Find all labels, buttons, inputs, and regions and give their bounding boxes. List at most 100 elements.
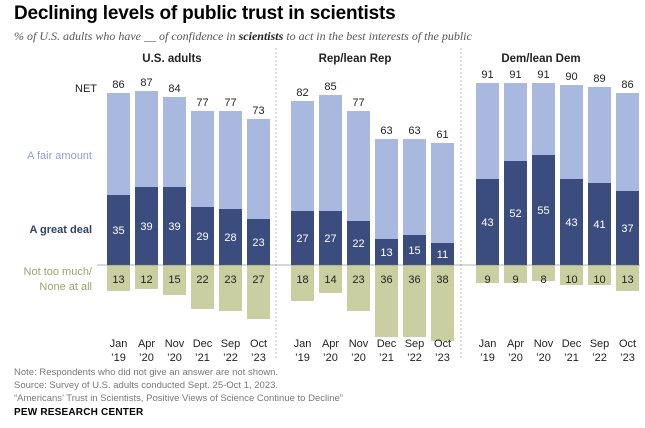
bar-great-deal — [347, 221, 370, 265]
bar-not-too-much — [219, 265, 242, 311]
bar-fair-amount — [588, 87, 611, 183]
bar-great-deal — [616, 191, 639, 265]
x-tick-label-year: ’20 — [139, 352, 154, 364]
value-label-great-deal: 39 — [140, 221, 152, 233]
value-label-not-too-much: 10 — [565, 274, 577, 286]
bar-great-deal — [247, 219, 270, 265]
bar-not-too-much — [191, 265, 214, 309]
pew-logo-text: PEW RESEARCH CENTER — [14, 407, 144, 418]
value-label-great-deal: 35 — [112, 225, 124, 237]
x-tick-label-year: ’19 — [111, 352, 126, 364]
value-label-not-too-much: 13 — [621, 274, 633, 286]
x-tick-label-year: ’22 — [407, 352, 422, 364]
footnote-report: “Americans’ Trust in Scientists, Positiv… — [14, 393, 343, 404]
bar-not-too-much — [319, 265, 342, 293]
bar-not-too-much — [107, 265, 130, 291]
panel-title: Rep/lean Rep — [319, 53, 392, 65]
panel-title: Dem/lean Dem — [501, 53, 580, 65]
bar-not-too-much — [347, 265, 370, 311]
value-label-great-deal: 55 — [537, 205, 549, 217]
x-tick-label-year: ’20 — [323, 352, 338, 364]
row-label-none-at-all: None at all — [39, 281, 92, 293]
bar-fair-amount — [532, 83, 555, 155]
bar-great-deal — [291, 211, 314, 265]
bar-not-too-much — [247, 265, 270, 319]
x-tick-label-year: ’21 — [379, 352, 394, 364]
value-label-great-deal: 28 — [224, 232, 236, 244]
bar-fair-amount — [247, 119, 270, 219]
x-tick-label-month: Apr — [507, 338, 524, 350]
bar-not-too-much — [403, 265, 426, 337]
x-tick-label-month: Dec — [562, 338, 582, 350]
bar-fair-amount — [616, 93, 639, 191]
x-tick-label-month: Apr — [322, 338, 339, 350]
x-tick-label-month: Jan — [110, 338, 128, 350]
x-tick-label-year: ’21 — [195, 352, 210, 364]
bar-fair-amount — [504, 83, 527, 161]
value-label-not-too-much: 9 — [484, 274, 490, 286]
x-tick-label-month: Sep — [221, 338, 241, 350]
x-tick-label-month: Sep — [405, 338, 425, 350]
value-label-net: 86 — [112, 79, 124, 91]
x-tick-label-year: ’19 — [480, 352, 495, 364]
value-label-not-too-much: 10 — [593, 274, 605, 286]
value-label-great-deal: 41 — [593, 219, 605, 231]
x-tick-label-month: Dec — [377, 338, 397, 350]
bar-great-deal — [403, 235, 426, 265]
row-label-net: NET — [75, 83, 97, 95]
x-tick-label-month: Oct — [434, 338, 451, 350]
value-label-not-too-much: 9 — [512, 274, 518, 286]
bar-not-too-much — [588, 265, 611, 285]
row-label-great-deal: A great deal — [29, 224, 92, 236]
value-label-great-deal: 37 — [621, 223, 633, 235]
x-tick-label-year: ’20 — [536, 352, 551, 364]
value-label-great-deal: 13 — [380, 247, 392, 259]
bar-fair-amount — [375, 139, 398, 239]
bar-great-deal — [107, 195, 130, 265]
x-tick-label-month: Apr — [138, 338, 155, 350]
bar-not-too-much — [476, 265, 499, 283]
bar-great-deal — [476, 179, 499, 265]
bar-great-deal — [504, 161, 527, 265]
bar-great-deal — [319, 211, 342, 265]
value-label-great-deal: 43 — [481, 217, 493, 229]
bar-great-deal — [560, 179, 583, 265]
value-label-net: 89 — [593, 73, 605, 85]
x-tick-label-year: ’21 — [564, 352, 579, 364]
bar-fair-amount — [431, 143, 454, 243]
x-tick-label-month: Jan — [294, 338, 312, 350]
bar-not-too-much — [135, 265, 158, 289]
bar-fair-amount — [163, 97, 186, 187]
x-tick-label-month: Nov — [349, 338, 369, 350]
bar-fair-amount — [219, 111, 242, 209]
value-label-not-too-much: 23 — [352, 274, 364, 286]
value-label-great-deal: 15 — [408, 245, 420, 257]
value-label-great-deal: 39 — [168, 221, 180, 233]
value-label-great-deal: 43 — [565, 217, 577, 229]
value-label-great-deal: 23 — [252, 237, 264, 249]
bar-fair-amount — [347, 111, 370, 221]
value-label-not-too-much: 14 — [324, 274, 336, 286]
value-label-great-deal: 11 — [437, 249, 448, 261]
value-label-net: 82 — [296, 87, 308, 99]
x-tick-label-year: ’20 — [508, 352, 523, 364]
bar-great-deal — [375, 239, 398, 265]
bar-not-too-much — [504, 265, 527, 283]
x-tick-label-month: Nov — [165, 338, 185, 350]
value-label-not-too-much: 15 — [168, 274, 180, 286]
bar-not-too-much — [291, 265, 314, 301]
value-label-net: 63 — [408, 125, 420, 137]
bar-not-too-much — [560, 265, 583, 285]
value-label-net: 90 — [565, 71, 577, 83]
value-label-not-too-much: 36 — [408, 274, 420, 286]
value-label-net: 91 — [537, 69, 549, 81]
bar-fair-amount — [291, 101, 314, 211]
value-label-not-too-much: 38 — [436, 274, 448, 286]
x-tick-label-month: Oct — [619, 338, 636, 350]
bar-great-deal — [135, 187, 158, 265]
x-tick-label-year: ’20 — [351, 352, 366, 364]
footnote-source: Source: Survey of U.S. adults conducted … — [14, 380, 279, 391]
x-tick-label-year: ’20 — [167, 352, 182, 364]
value-label-net: 73 — [252, 105, 264, 117]
x-tick-label-month: Sep — [590, 338, 610, 350]
